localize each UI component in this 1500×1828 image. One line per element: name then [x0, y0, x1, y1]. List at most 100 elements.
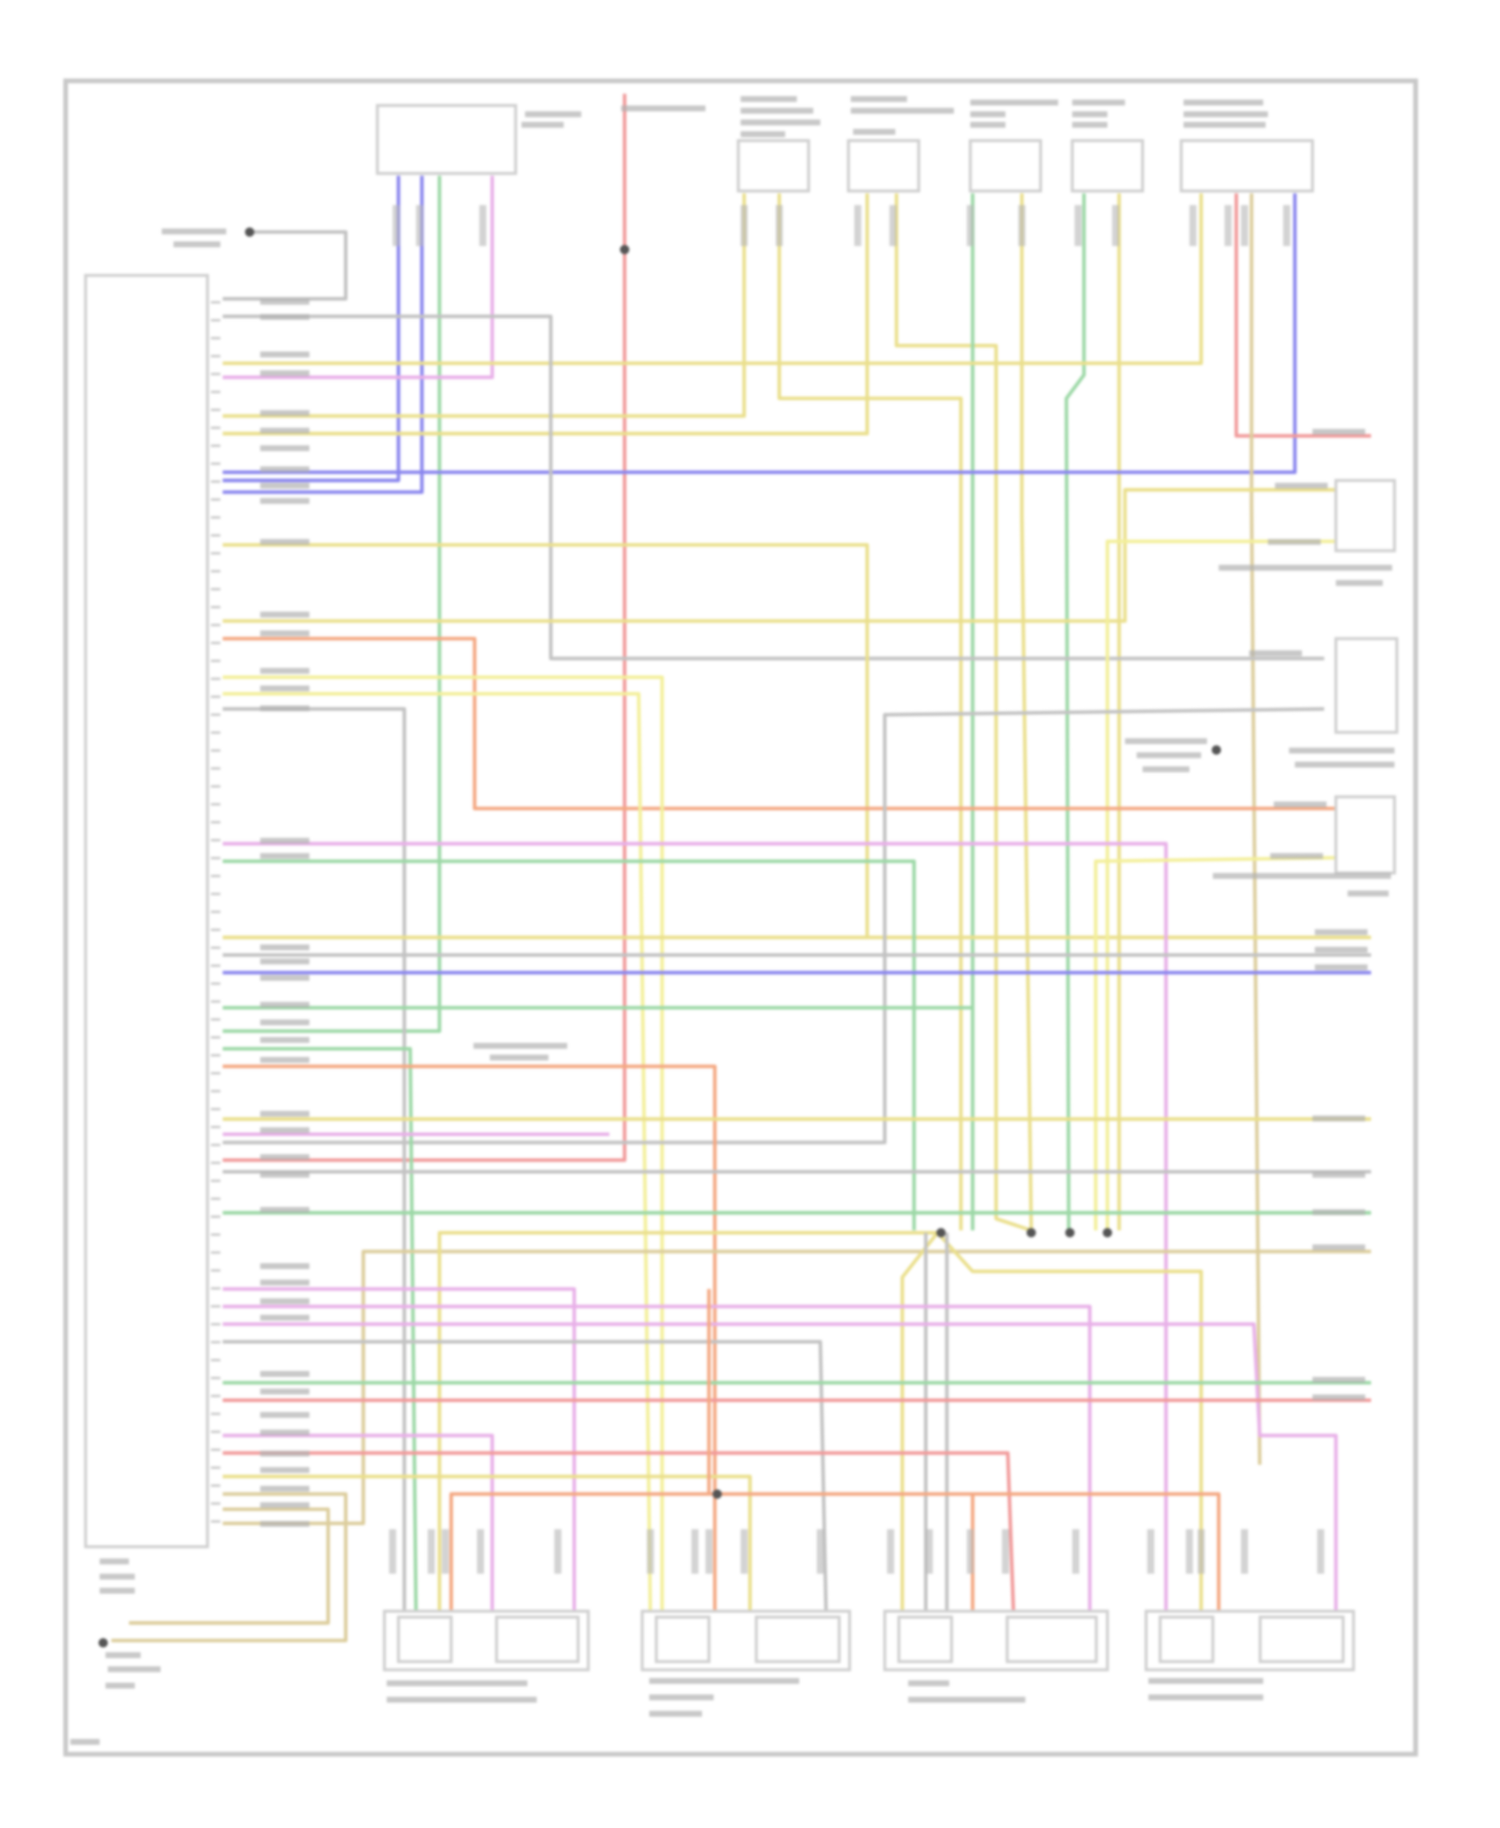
- wire-label: [260, 974, 310, 981]
- wire-label: [260, 1429, 310, 1436]
- wire-label: [1294, 761, 1395, 768]
- wire-label: [621, 105, 706, 112]
- wire-label: [1249, 650, 1302, 657]
- wire-label: [1314, 946, 1368, 953]
- wire-label: [260, 314, 310, 320]
- wire-label: [1124, 738, 1207, 745]
- wire-label: [1136, 752, 1202, 759]
- wire-label: [260, 298, 310, 305]
- wire-label: [161, 228, 227, 235]
- splices: [98, 227, 1222, 1648]
- wire-label: [260, 1206, 310, 1213]
- wire-label: [386, 1696, 537, 1703]
- sensor-box-icon: [1179, 139, 1314, 193]
- wire-label: [649, 1678, 800, 1684]
- wire-gray: [222, 314, 1325, 661]
- wire-label: [740, 107, 814, 114]
- wire-label: [260, 1371, 310, 1377]
- wire-label: [260, 482, 310, 489]
- sensor-element-icon: [1005, 1615, 1098, 1664]
- wire-label: [1317, 1529, 1325, 1574]
- wire-label: [853, 128, 896, 135]
- wire-pink: [222, 1433, 494, 1618]
- wire-yellow: [222, 193, 869, 436]
- wire-label: [105, 1652, 141, 1659]
- wire-label: [260, 1388, 310, 1395]
- wire-label: [260, 1279, 310, 1286]
- wire-yellow: [222, 543, 1372, 940]
- wire-label: [1273, 801, 1327, 808]
- wire-label: [691, 1529, 699, 1574]
- wire-yellow: [936, 1231, 1203, 1618]
- wire-yellow: [222, 193, 1203, 366]
- wire-label: [473, 1042, 568, 1049]
- sensor-element-icon: [897, 1615, 954, 1664]
- temperature-sensor-box: [1334, 795, 1396, 875]
- ecm-module-icon: [84, 273, 209, 1549]
- wire-label: [260, 1001, 310, 1008]
- wire-label: [260, 1110, 310, 1117]
- labels: [70, 96, 1395, 1745]
- wire-yellow: [894, 193, 1032, 1233]
- wire-pink: [222, 1304, 1092, 1618]
- wire-label: [1185, 1529, 1193, 1574]
- wire-label: [260, 1019, 310, 1026]
- wire-label: [850, 107, 954, 114]
- wire-label: [99, 1573, 135, 1580]
- wire-red: [222, 1451, 1016, 1618]
- wire-gray: [222, 707, 1325, 1145]
- components: [84, 103, 1399, 1672]
- wire-label: [966, 205, 974, 247]
- wire-label: [105, 1682, 135, 1689]
- splice-dot-icon: [712, 1489, 722, 1499]
- wire-label: [1072, 99, 1125, 106]
- wire-light_yellow: [1093, 855, 1336, 1231]
- wire-label: [260, 1037, 310, 1043]
- wire-label: [260, 1485, 310, 1492]
- splice-dot-icon: [1026, 1228, 1036, 1238]
- wire-label: [427, 1529, 435, 1574]
- wire-label: [260, 1520, 310, 1527]
- wire-pink: [222, 1322, 1338, 1618]
- wire-orange: [222, 1064, 717, 1618]
- wire-label: [260, 466, 310, 473]
- wire-label: [1312, 1115, 1366, 1122]
- wire-label: [260, 1263, 310, 1270]
- sensor-element-icon: [1258, 1615, 1345, 1664]
- wire-label: [386, 1680, 528, 1687]
- wire-yellow: [222, 1474, 752, 1618]
- wire-green: [222, 175, 442, 1033]
- wire-label: [525, 111, 582, 118]
- wire-label: [1283, 205, 1291, 247]
- wire-red: [222, 93, 627, 1162]
- wire-label: [260, 1154, 310, 1161]
- wire-yellow: [222, 193, 746, 418]
- wire-label: [705, 1529, 713, 1574]
- wire-label: [970, 111, 1006, 118]
- diagram-frame: [63, 78, 1418, 1757]
- wire-label: [908, 1680, 950, 1687]
- wire-label: [260, 1412, 310, 1418]
- wire-label: [1240, 205, 1249, 247]
- wire-label: [260, 498, 310, 504]
- wire-gray: [222, 1339, 828, 1618]
- wire-label: [260, 1298, 310, 1305]
- wire-label: [260, 410, 310, 416]
- wire-yellow: [222, 488, 1336, 623]
- sensor-box-icon: [1070, 139, 1145, 193]
- wire-label: [260, 1502, 310, 1509]
- wire-yellow: [777, 193, 963, 1231]
- wire-label: [479, 205, 487, 247]
- wire-label: [1212, 872, 1391, 879]
- temperature-sensor-box: [1334, 478, 1396, 553]
- wire-label: [1314, 929, 1368, 936]
- wire-label: [260, 1056, 310, 1063]
- wire-green: [222, 1046, 418, 1618]
- sensor-element-icon: [1158, 1615, 1215, 1664]
- wire-label: [887, 1529, 895, 1574]
- wire-label: [260, 427, 310, 434]
- wire-label: [970, 121, 1006, 128]
- wire-green: [222, 859, 916, 1231]
- wire-label: [970, 99, 1059, 106]
- wire-label: [260, 705, 310, 712]
